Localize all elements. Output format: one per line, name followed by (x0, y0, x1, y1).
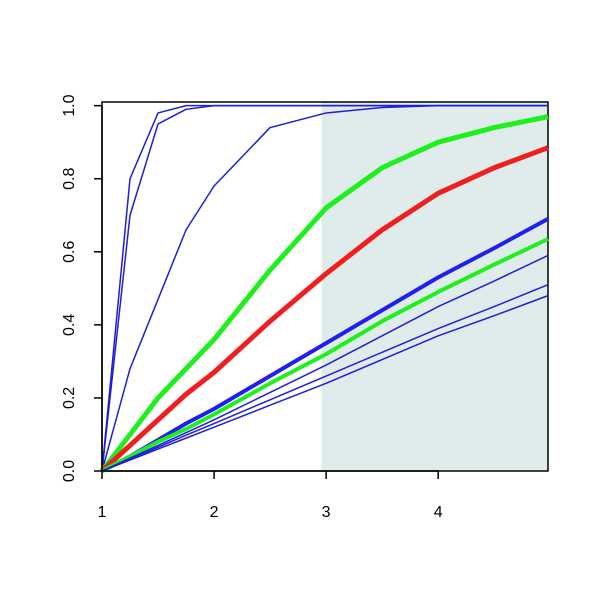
series-line (101, 294, 549, 472)
y-tick-label: 1.0 (61, 94, 78, 116)
series-line (101, 237, 549, 473)
y-tick-label: 0.6 (61, 241, 78, 263)
x-tick-label: 3 (322, 504, 331, 521)
series-line (101, 283, 549, 472)
series-line (101, 254, 549, 472)
x-tick-label: 2 (210, 504, 219, 521)
x-tick-label: 1 (98, 504, 107, 521)
highlight-region (321, 102, 548, 471)
series-line (101, 104, 548, 472)
series-line (100, 145, 549, 473)
x-tick-label: 4 (434, 504, 443, 521)
y-tick-label: 0.8 (61, 168, 78, 190)
y-tick-label: 0.2 (61, 387, 78, 409)
y-tick-label: 0.4 (61, 314, 78, 336)
series-line (100, 114, 549, 473)
y-tick-label: 0.0 (61, 460, 78, 482)
